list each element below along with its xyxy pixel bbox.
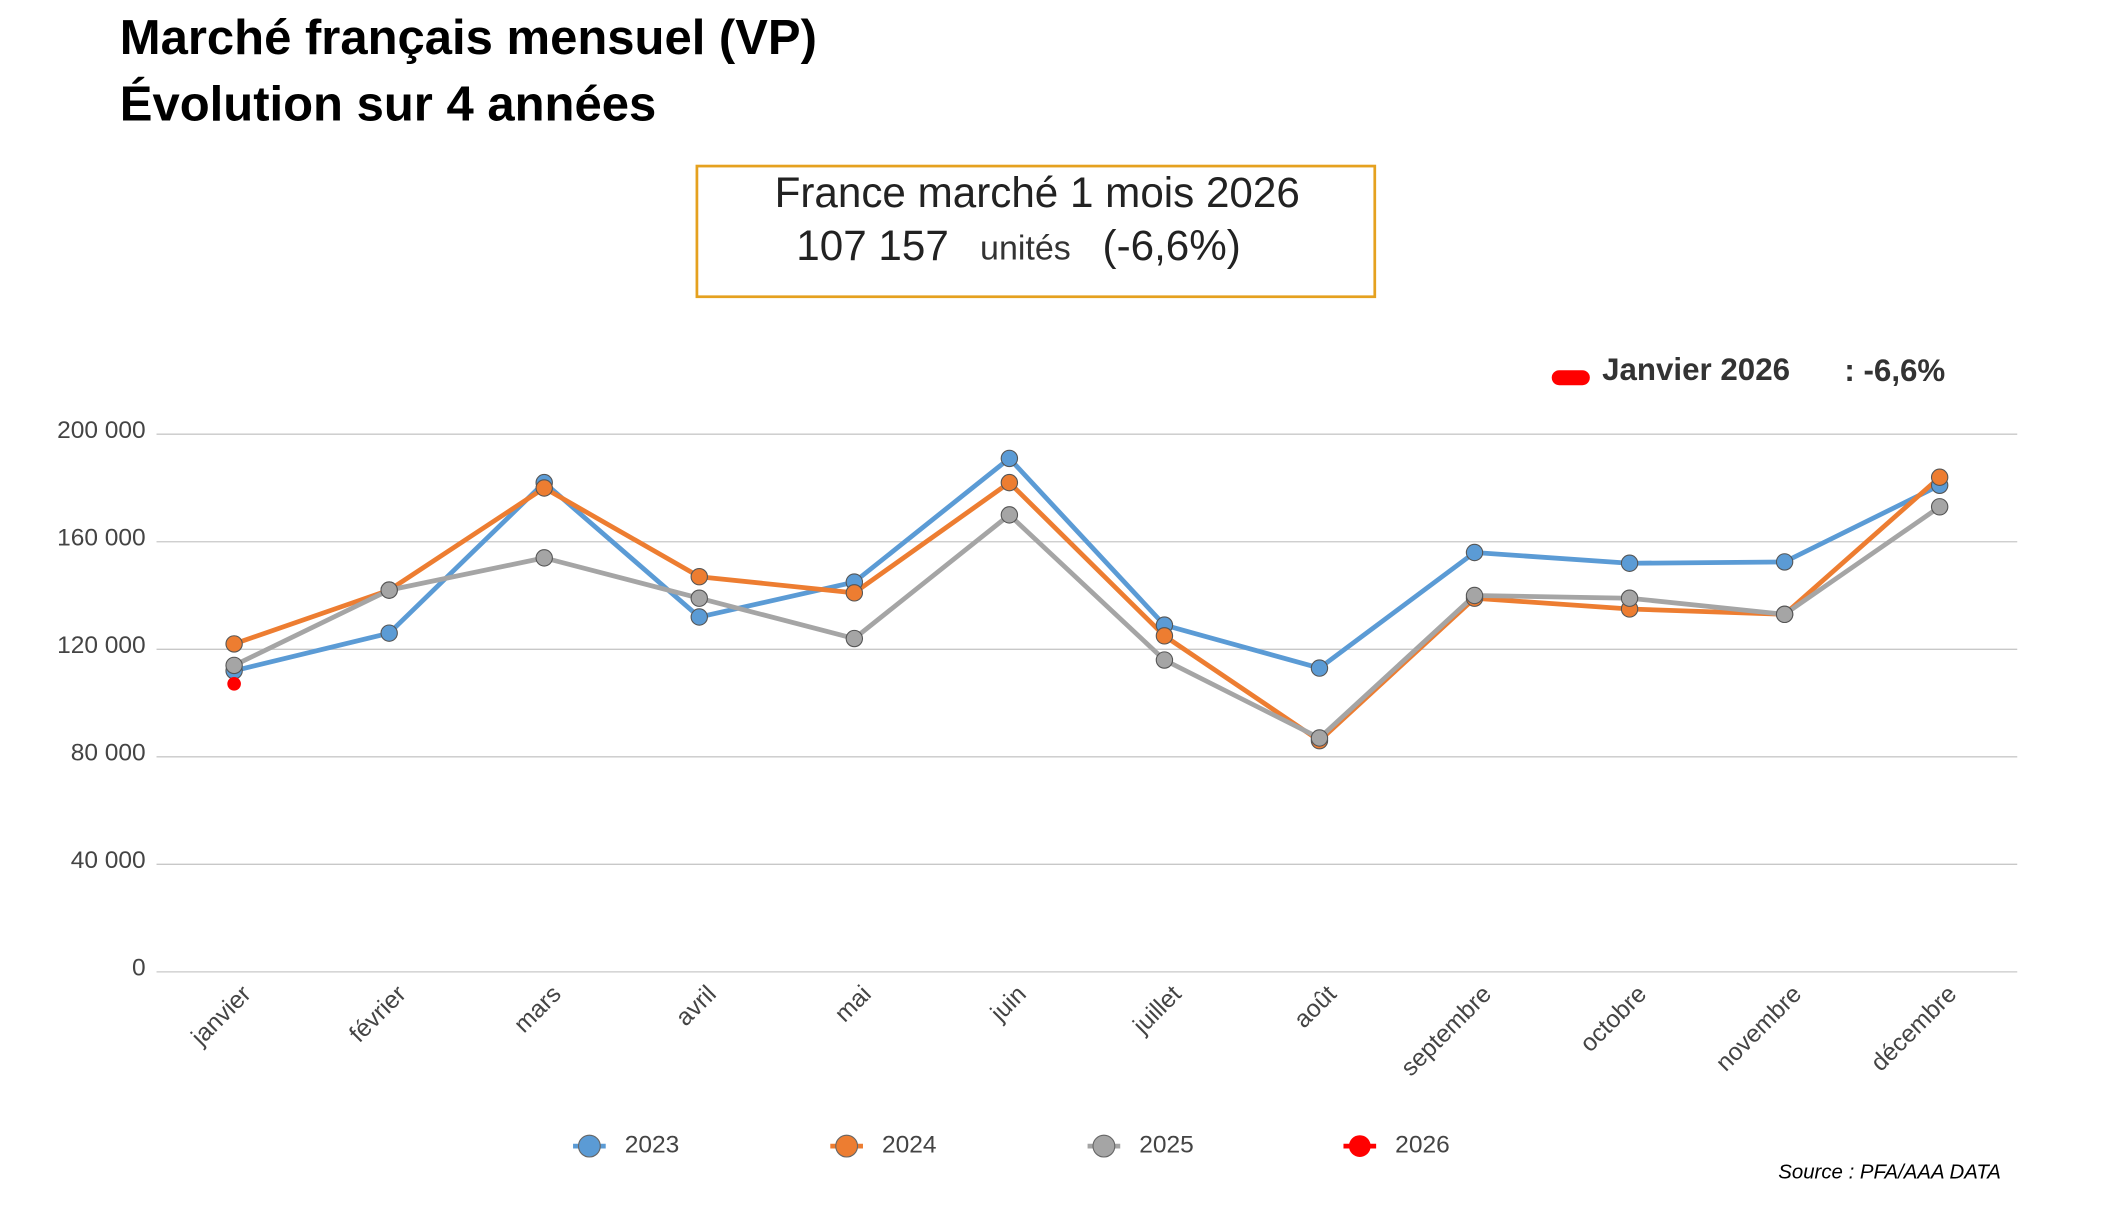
legend-marker: [1348, 1135, 1371, 1157]
data-point: [1000, 473, 1019, 492]
data-point: [535, 549, 553, 567]
data-point: [1155, 627, 1174, 645]
data-point: [1000, 449, 1019, 468]
x-tick-label: novembre: [1711, 981, 1807, 1077]
annotation-label: Janvier 2026: [1602, 352, 1790, 387]
x-tick-label: janvier: [186, 981, 257, 1052]
y-tick-label: 200 000: [57, 417, 146, 444]
series-line: [233, 456, 1941, 674]
info-box: [695, 164, 1377, 299]
data-point: [690, 567, 708, 586]
data-point: [1620, 589, 1639, 607]
data-point: [845, 629, 864, 648]
data-point: [1620, 554, 1639, 572]
legend-label: 2023: [625, 1132, 680, 1159]
box-value: 107 157: [796, 222, 949, 269]
series-line: [233, 504, 1942, 741]
data-point: [845, 584, 864, 602]
x-tick-label: février: [344, 981, 411, 1048]
box-unit: unités: [980, 229, 1071, 267]
chart-subtitle: Évolution sur 4 années: [120, 77, 656, 131]
x-tick-label: juin: [985, 981, 1032, 1028]
series-line: [233, 475, 1942, 744]
data-point: [380, 624, 398, 642]
data-point: [1000, 506, 1019, 524]
data-point: [1775, 605, 1794, 624]
y-tick-label: 160 000: [57, 524, 146, 551]
data-point: [1775, 553, 1794, 571]
data-point: [227, 677, 241, 691]
data-point: [690, 608, 708, 626]
y-tick-label: 80 000: [71, 740, 146, 767]
chart-title: Marché français mensuel (VP): [120, 11, 817, 65]
box-title: France marché 1 mois 2026: [775, 169, 1300, 216]
data-point: [380, 581, 398, 599]
y-tick-label: 40 000: [71, 847, 146, 874]
legend-marker: [835, 1134, 859, 1158]
data-point: [1465, 586, 1484, 605]
legend-marker: [1092, 1134, 1116, 1158]
data-point: [1155, 651, 1174, 669]
data-point: [1930, 468, 1949, 486]
source: Source : PFA/AAA DATA: [1778, 1162, 2001, 1184]
data-point: [1310, 729, 1329, 747]
data-point: [1465, 543, 1484, 562]
x-tick-label: avril: [671, 981, 722, 1032]
x-tick-label: août: [1289, 981, 1342, 1034]
legend-label: 2024: [882, 1132, 937, 1159]
x-tick-label: décembre: [1866, 981, 1962, 1077]
data-point: [690, 589, 708, 607]
data-point: [1310, 659, 1329, 677]
data-point: [225, 635, 243, 653]
x-tick-label: mai: [830, 981, 877, 1028]
legend-marker: [577, 1134, 601, 1158]
y-tick-label: 120 000: [57, 632, 146, 659]
data-point: [535, 479, 553, 497]
x-tick-label: mars: [509, 981, 567, 1039]
x-tick-label: octobre: [1575, 981, 1652, 1058]
box-change: (-6,6%): [1103, 222, 1241, 269]
annotation-value: : -6,6%: [1844, 353, 1945, 388]
y-tick-label: 0: [132, 955, 146, 982]
data-point: [1930, 498, 1949, 516]
annotation-marker: [1551, 370, 1590, 386]
x-tick-label: septembre: [1396, 981, 1497, 1082]
legend-label: 2025: [1139, 1132, 1194, 1159]
x-tick-label: juillet: [1128, 981, 1187, 1040]
legend-label: 2026: [1395, 1132, 1450, 1159]
data-point: [225, 656, 243, 675]
